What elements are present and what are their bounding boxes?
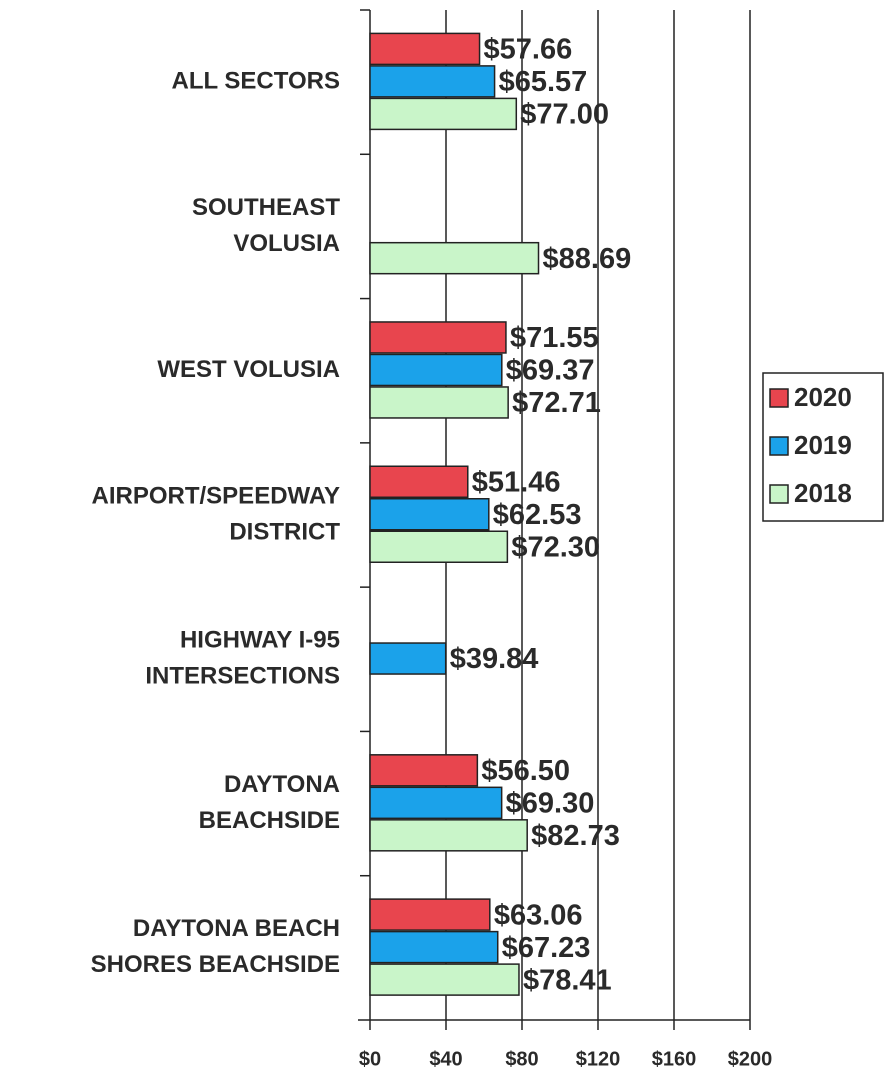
y-tick-label: VOLUSIA (233, 230, 340, 257)
value-label: $57.66 (484, 34, 573, 66)
value-label: $71.55 (510, 322, 599, 354)
y-tick-label: ALL SECTORS (172, 67, 340, 94)
value-label: $82.73 (531, 820, 620, 852)
x-tick-label: $0 (359, 1048, 381, 1070)
bar (369, 530, 509, 563)
legend-label: 2018 (794, 478, 852, 508)
bar (369, 930, 499, 964)
value-label: $69.30 (506, 787, 595, 819)
legend-swatch (769, 388, 789, 408)
x-tick-label: $200 (728, 1048, 773, 1070)
y-tick-label: SOUTHEAST (192, 194, 340, 221)
value-label: $63.06 (494, 899, 583, 931)
y-tick-label: DAYTONA (224, 771, 340, 798)
y-tick-label: BEACHSIDE (199, 807, 340, 834)
x-tick-label: $40 (429, 1048, 462, 1070)
bar (369, 321, 507, 354)
y-tick-label: AIRPORT/SPEEDWAY (92, 482, 341, 509)
y-tick-label: SHORES BEACHSIDE (91, 951, 340, 978)
x-tick-label: $160 (652, 1048, 697, 1070)
value-label: $67.23 (502, 932, 591, 964)
bar (369, 32, 481, 66)
bar (369, 353, 503, 387)
bar (369, 465, 469, 498)
bar (369, 786, 503, 820)
value-label: $78.41 (523, 964, 612, 996)
y-tick-label: HIGHWAY I-95 (180, 627, 340, 654)
bar (369, 97, 518, 131)
value-label: $56.50 (481, 755, 570, 787)
bar (369, 65, 496, 98)
legend-swatch (769, 484, 789, 504)
value-label: $88.69 (543, 243, 632, 275)
value-label: $65.57 (499, 66, 588, 98)
legend-swatch (769, 436, 789, 456)
y-tick-label: INTERSECTIONS (145, 663, 340, 690)
bar (369, 642, 447, 675)
bar (369, 386, 509, 419)
bar (369, 498, 490, 531)
legend-label: 2020 (794, 382, 852, 412)
bar (369, 754, 479, 787)
value-label: $77.00 (520, 99, 609, 131)
x-tick-label: $80 (505, 1048, 538, 1070)
bar (369, 898, 491, 931)
value-label: $51.46 (472, 466, 561, 498)
bar (369, 819, 528, 852)
value-label: $72.30 (511, 531, 600, 563)
value-label: $69.37 (506, 355, 595, 387)
y-tick-label: WEST VOLUSIA (157, 356, 340, 383)
x-tick-label: $120 (576, 1048, 621, 1070)
legend-label: 2019 (794, 430, 852, 460)
y-tick-label: DISTRICT (229, 518, 340, 545)
value-label: $72.71 (512, 387, 601, 419)
value-label: $39.84 (450, 643, 539, 675)
bar (369, 963, 520, 996)
value-label: $62.53 (493, 499, 582, 531)
y-tick-label: DAYTONA BEACH (133, 915, 340, 942)
bar (369, 241, 540, 275)
